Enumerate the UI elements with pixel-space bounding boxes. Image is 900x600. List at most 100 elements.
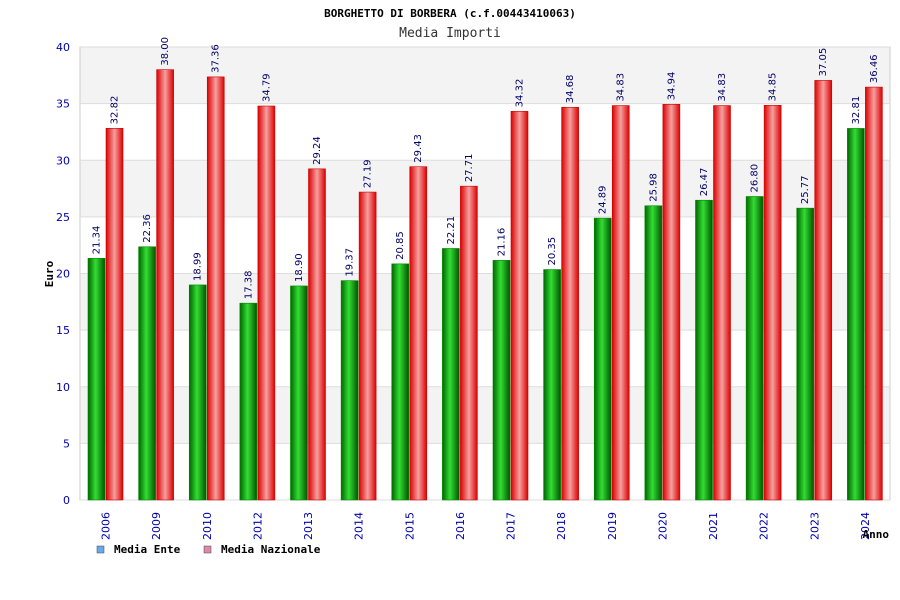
bar-media-ente-2020 — [644, 205, 663, 501]
bar-value-label: 37.05 — [818, 48, 829, 77]
bar-value-labels: 21.34 32.82 22.36 38.00 18.99 37.36 17.38 34.79… — [92, 37, 880, 299]
bar-media-ente-2009 — [138, 246, 156, 501]
legend-label-media-nazionale: Media Nazionale — [221, 543, 321, 556]
x-tick-label: 2019 — [606, 512, 619, 540]
bar-media-ente-2006 — [87, 258, 106, 501]
bar-media-ente-2017 — [492, 260, 511, 501]
y-axis-ticks: 0 5 10 15 20 25 30 35 40 — [56, 41, 70, 507]
bar-media-nazionale-2015 — [409, 166, 428, 501]
chart-title: BORGHETTO DI BORBERA (c.f.00443410063) — [324, 7, 576, 20]
bar-value-label: 27.19 — [363, 159, 374, 188]
bar-value-label: 26.80 — [750, 164, 761, 193]
bar-media-nazionale-2014 — [358, 191, 377, 501]
bar-value-label: 22.36 — [142, 214, 153, 243]
x-tick-label: 2020 — [656, 512, 669, 540]
x-tick-label: 2018 — [555, 512, 568, 540]
y-tick-label: 15 — [56, 324, 70, 337]
bar-media-nazionale-2022 — [763, 105, 782, 501]
bar-media-nazionale-2019 — [611, 105, 630, 501]
bar-media-ente-2014 — [340, 280, 359, 501]
legend-swatch-media-ente — [96, 545, 105, 554]
bar-value-label: 22.21 — [446, 216, 457, 245]
chart-subtitle: Media Importi — [399, 26, 501, 41]
bar-media-nazionale-2018 — [561, 106, 579, 501]
x-tick-label: 2010 — [201, 512, 214, 540]
bar-media-ente-2010 — [188, 284, 207, 501]
bar-value-label: 36.46 — [869, 54, 880, 83]
x-tick-label: 2009 — [150, 512, 163, 540]
y-tick-label: 40 — [56, 41, 70, 54]
bar-value-label: 34.79 — [261, 73, 272, 102]
bar-media-nazionale-2006 — [105, 128, 124, 501]
legend-swatch-media-nazionale — [203, 545, 212, 554]
bar-value-label: 20.35 — [547, 237, 558, 266]
bar-value-label: 34.83 — [616, 73, 627, 102]
bar-media-nazionale-2021 — [713, 105, 731, 501]
bar-value-label: 29.43 — [413, 134, 424, 163]
x-tick-label: 2012 — [251, 512, 264, 540]
x-tick-label: 2022 — [758, 512, 771, 540]
bar-media-nazionale-2023 — [814, 80, 833, 501]
bar-value-label: 32.81 — [851, 96, 862, 125]
y-tick-label: 25 — [56, 211, 70, 224]
y-tick-label: 10 — [56, 381, 70, 394]
bar-value-label: 24.89 — [598, 185, 609, 214]
legend-label-media-ente: Media Ente — [114, 543, 181, 556]
bar-media-ente-2023 — [796, 207, 815, 501]
bar-value-label: 27.71 — [464, 154, 475, 183]
bar-media-nazionale-2017 — [510, 111, 529, 501]
x-tick-label: 2014 — [353, 512, 366, 540]
bars — [87, 69, 883, 501]
bar-value-label: 19.37 — [345, 248, 356, 277]
bar-value-label: 18.90 — [294, 253, 305, 282]
bar-value-label: 20.85 — [395, 231, 406, 260]
bar-media-nazionale-2024 — [865, 86, 883, 501]
bar-value-label: 26.47 — [699, 168, 710, 197]
bar-value-label: 34.94 — [666, 72, 677, 101]
bar-value-label: 29.24 — [312, 136, 323, 165]
bar-value-label: 34.85 — [768, 73, 779, 102]
bar-value-label: 38.00 — [160, 37, 171, 66]
bar-value-label: 34.68 — [565, 75, 576, 104]
bar-media-ente-2019 — [593, 217, 612, 501]
x-tick-label: 2017 — [505, 512, 518, 540]
bar-media-ente-2018 — [543, 269, 561, 501]
x-axis-title: Anno — [863, 528, 890, 541]
bar-media-nazionale-2012 — [257, 105, 276, 501]
bar-value-label: 21.34 — [92, 226, 103, 255]
bar-media-ente-2016 — [442, 248, 460, 501]
bar-media-nazionale-2016 — [460, 185, 478, 501]
bar-value-label: 21.16 — [497, 228, 508, 257]
bar-value-label: 25.98 — [648, 173, 659, 202]
y-tick-label: 20 — [56, 268, 70, 281]
bar-media-ente-2022 — [745, 196, 764, 501]
legend: Media Ente Media Nazionale — [96, 543, 321, 556]
x-tick-label: 2015 — [403, 512, 416, 540]
x-tick-label: 2016 — [454, 512, 467, 540]
bar-value-label: 18.99 — [193, 252, 204, 281]
bar-media-ente-2021 — [695, 199, 713, 501]
y-axis-title: Euro — [43, 260, 56, 287]
x-tick-label: 2021 — [707, 512, 720, 540]
y-tick-label: 5 — [63, 437, 70, 450]
x-axis-ticks: 2006 2009 2010 2012 2013 2014 2015 2016 2017 2018… — [100, 512, 872, 540]
x-tick-label: 2013 — [302, 512, 315, 540]
bar-value-label: 37.36 — [211, 44, 222, 73]
bar-value-label: 34.32 — [515, 79, 526, 108]
bar-media-nazionale-2020 — [662, 104, 681, 501]
bar-media-ente-2012 — [239, 302, 258, 501]
x-tick-label: 2006 — [100, 512, 113, 540]
y-tick-label: 0 — [63, 494, 70, 507]
bar-value-label: 17.38 — [243, 271, 254, 300]
bar-media-nazionale-2013 — [308, 168, 326, 501]
y-tick-label: 30 — [56, 154, 70, 167]
bar-value-label: 32.82 — [110, 96, 121, 125]
bar-value-label: 34.83 — [717, 73, 728, 102]
bar-media-ente-2013 — [290, 285, 308, 501]
bar-media-nazionale-2010 — [206, 76, 225, 501]
x-tick-label: 2023 — [808, 512, 821, 540]
bar-media-ente-2015 — [391, 263, 410, 501]
bar-media-nazionale-2009 — [156, 69, 174, 501]
y-tick-label: 35 — [56, 98, 70, 111]
